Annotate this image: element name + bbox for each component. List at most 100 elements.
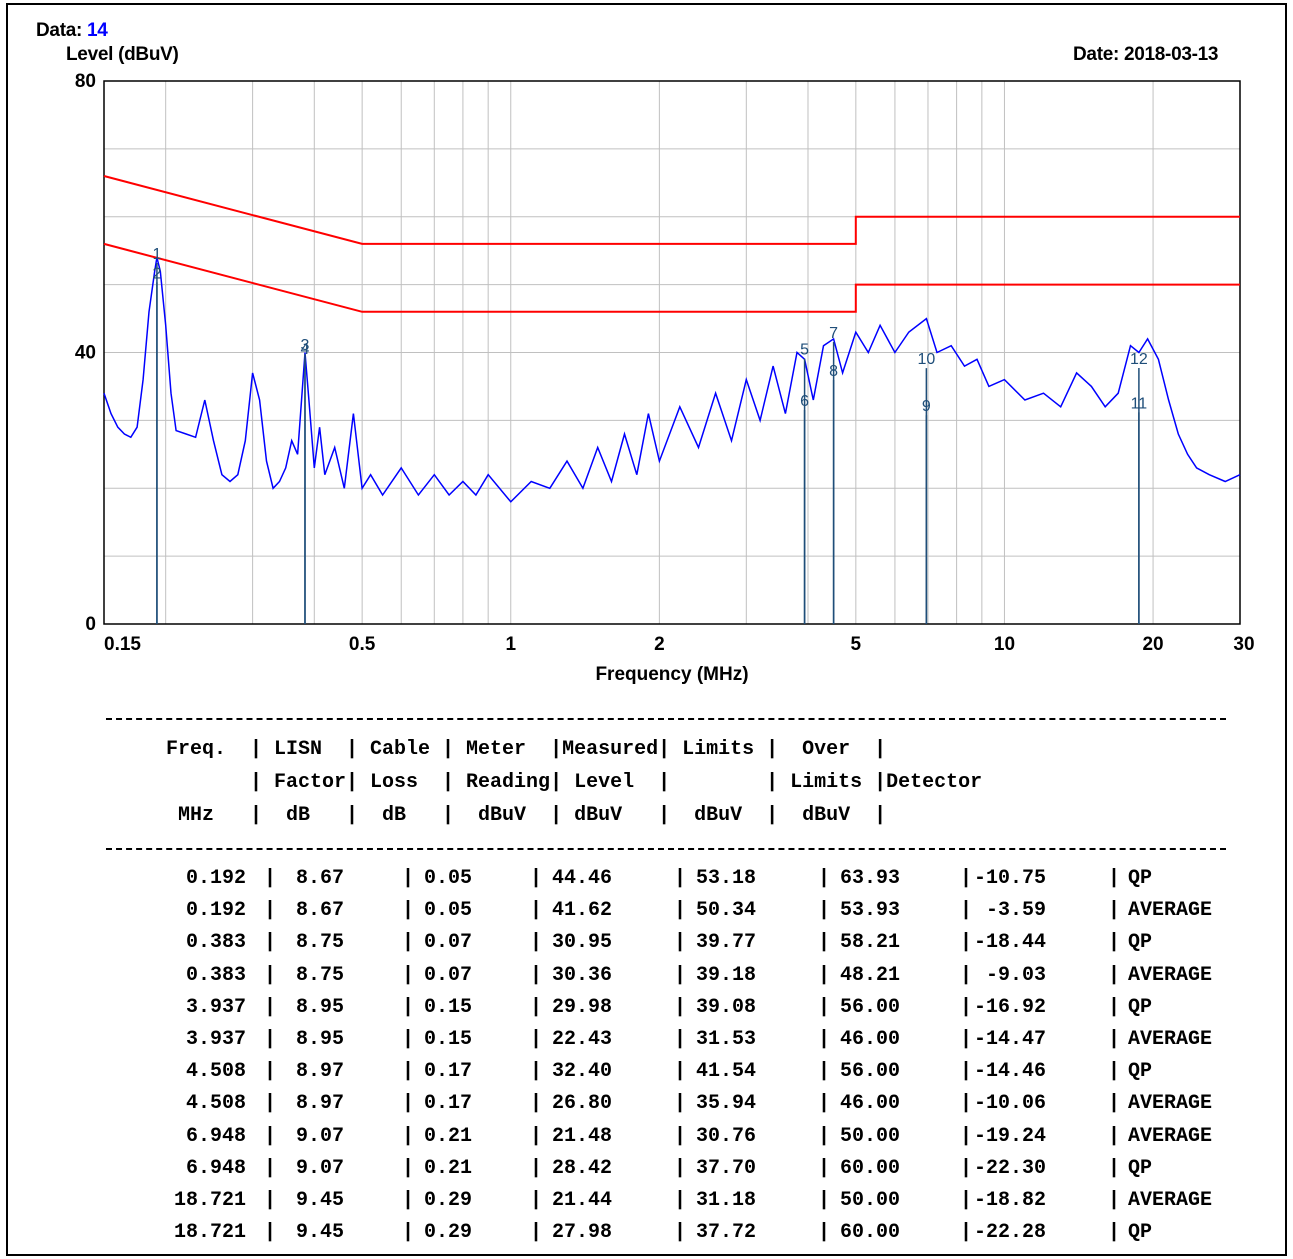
marker-label-1: 1 — [152, 246, 161, 263]
cell-separator: | — [530, 931, 543, 955]
cell-reading: 30.36 — [552, 963, 613, 987]
cell-detector: AVERAGE — [1128, 1124, 1213, 1148]
cell-lisn: 9.45 — [296, 1189, 345, 1212]
cell-reading: 29.98 — [552, 995, 613, 1019]
cell-separator: | — [402, 995, 415, 1019]
x-tick-label: 0.15 — [104, 634, 141, 655]
cell-separator: | — [674, 1156, 687, 1180]
cell-reading: 21.48 — [552, 1124, 613, 1148]
cell-limit: 46.00 — [840, 1092, 901, 1116]
y-axis-title: Level (dBuV) — [66, 44, 179, 65]
cell-lisn: 8.97 — [296, 1092, 345, 1116]
cell-cable: 0.17 — [424, 1060, 473, 1084]
cell-separator: | — [1108, 1028, 1121, 1051]
cell-separator: | — [818, 1028, 831, 1051]
cell-lisn: 8.75 — [296, 931, 345, 955]
cell-separator: | — [264, 1092, 277, 1116]
cell-separator: | — [264, 1028, 277, 1051]
cell-separator: | — [402, 1221, 415, 1245]
cell-reading: 32.40 — [552, 1060, 613, 1084]
cell-separator: | — [264, 995, 277, 1019]
limit-line-1 — [103, 242, 1240, 313]
cell-limit: 50.00 — [840, 1124, 901, 1148]
cell-separator: | — [1108, 867, 1121, 890]
cell-over: -14.47 — [974, 1028, 1047, 1051]
scan-trace — [103, 257, 1241, 503]
cell-separator: | — [1108, 1221, 1121, 1245]
cell-over: -3.59 — [974, 899, 1047, 923]
cell-separator: | — [264, 1221, 277, 1245]
cell-separator: | — [264, 1156, 277, 1180]
marker-label-4: 4 — [301, 341, 310, 358]
cell-separator: | — [402, 1189, 415, 1212]
cell-separator: | — [402, 899, 415, 923]
cell-detector: QP — [1128, 1221, 1153, 1245]
cell-separator: | — [530, 1189, 543, 1212]
cell-separator: | — [960, 995, 973, 1019]
cell-limit: 46.00 — [840, 1028, 901, 1051]
cell-limit: 58.21 — [840, 931, 901, 955]
cell-separator: | — [960, 1189, 973, 1212]
cell-freq: 4.508 — [185, 1060, 246, 1084]
cell-lisn: 8.97 — [296, 1060, 345, 1084]
cell-freq: 0.383 — [185, 963, 246, 987]
cell-level: 35.94 — [696, 1092, 757, 1116]
cell-lisn: 8.95 — [296, 995, 345, 1019]
cell-separator: | — [674, 1124, 687, 1148]
cell-detector: QP — [1128, 1156, 1153, 1180]
cell-separator: | — [530, 1156, 543, 1180]
report-frame — [6, 3, 1287, 1256]
cell-separator: | — [674, 1092, 687, 1116]
x-axis-title: Frequency (MHz) — [595, 664, 748, 685]
cell-separator: | — [818, 1124, 831, 1148]
y-tick-label: 0 — [85, 614, 96, 635]
cell-separator: | — [530, 1060, 543, 1084]
cell-cable: 0.29 — [424, 1221, 473, 1245]
marker-label-3: 3 — [301, 337, 310, 354]
cell-separator: | — [1108, 899, 1121, 923]
plot-area — [103, 80, 1241, 625]
cell-separator: | — [960, 1221, 973, 1245]
cell-separator: | — [960, 1060, 973, 1084]
cell-cable: 0.15 — [424, 1028, 473, 1051]
limit-line-0 — [103, 175, 1240, 245]
cell-detector: QP — [1128, 867, 1153, 890]
cell-cable: 0.15 — [424, 995, 473, 1019]
cell-level: 30.76 — [696, 1124, 757, 1148]
cell-detector: QP — [1128, 931, 1153, 955]
cell-separator: | — [402, 1124, 415, 1148]
cell-separator: | — [530, 1028, 543, 1051]
cell-level: 37.70 — [696, 1156, 757, 1180]
cell-separator: | — [402, 1060, 415, 1084]
cell-cable: 0.05 — [424, 899, 473, 923]
cell-level: 31.18 — [696, 1189, 757, 1212]
data-label-text: Data: — [36, 20, 83, 41]
cell-level: 41.54 — [696, 1060, 757, 1084]
cell-lisn: 9.07 — [296, 1156, 345, 1180]
cell-separator: | — [674, 995, 687, 1019]
cell-separator: | — [264, 1124, 277, 1148]
cell-reading: 26.80 — [552, 1092, 613, 1116]
cell-freq: 3.937 — [185, 995, 246, 1019]
cell-reading: 41.62 — [552, 899, 613, 923]
cell-separator: | — [674, 931, 687, 955]
cell-reading: 21.44 — [552, 1189, 613, 1212]
cell-separator: | — [960, 963, 973, 987]
y-tick-label: 40 — [75, 343, 96, 364]
cell-separator: | — [818, 1156, 831, 1180]
cell-cable: 0.29 — [424, 1189, 473, 1212]
x-tick-label: 20 — [1142, 634, 1163, 655]
cell-cable: 0.05 — [424, 867, 473, 890]
cell-separator: | — [674, 899, 687, 923]
cell-separator: | — [264, 867, 277, 890]
data-number: 14 — [87, 20, 108, 41]
cell-detector: AVERAGE — [1128, 1092, 1213, 1116]
cell-limit: 63.93 — [840, 867, 901, 890]
cell-separator: | — [402, 963, 415, 987]
cell-level: 53.18 — [696, 867, 757, 890]
cell-freq: 0.192 — [185, 899, 246, 923]
cell-detector: AVERAGE — [1128, 899, 1213, 923]
cell-reading: 22.43 — [552, 1028, 613, 1051]
cell-freq: 3.937 — [185, 1028, 246, 1051]
x-tick-label: 2 — [654, 634, 665, 655]
